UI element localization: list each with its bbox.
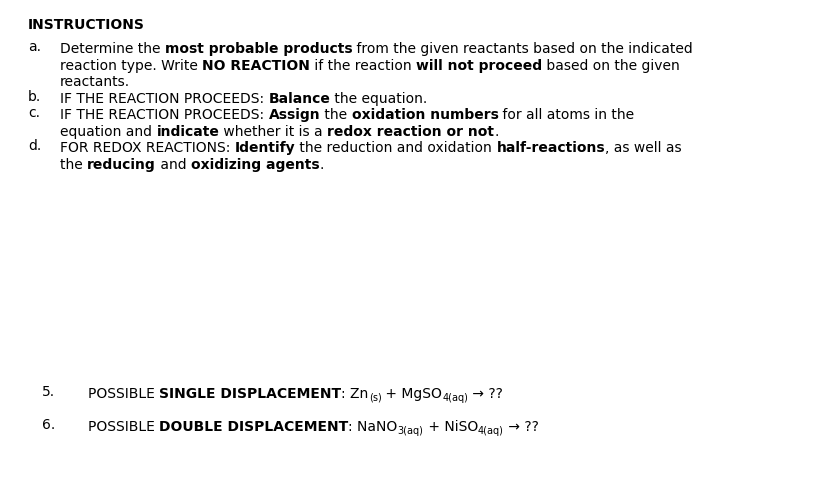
Text: based on the given: based on the given <box>543 59 680 73</box>
Text: the: the <box>320 108 351 122</box>
Text: c.: c. <box>28 106 40 120</box>
Text: .: . <box>319 158 324 172</box>
Text: → ??: → ?? <box>504 420 538 434</box>
Text: : Zn: : Zn <box>342 387 369 401</box>
Text: reducing: reducing <box>87 158 155 172</box>
Text: 3(aq): 3(aq) <box>398 426 423 436</box>
Text: IF THE REACTION PROCEEDS:: IF THE REACTION PROCEEDS: <box>60 92 269 106</box>
Text: IF THE REACTION PROCEEDS:: IF THE REACTION PROCEEDS: <box>60 108 269 122</box>
Text: indicate: indicate <box>156 125 219 139</box>
Text: POSSIBLE: POSSIBLE <box>88 387 160 401</box>
Text: SINGLE DISPLACEMENT: SINGLE DISPLACEMENT <box>160 387 342 401</box>
Text: POSSIBLE: POSSIBLE <box>88 420 160 434</box>
Text: oxidation numbers: oxidation numbers <box>351 108 499 122</box>
Text: most probable products: most probable products <box>165 42 352 56</box>
Text: , as well as: , as well as <box>605 141 681 155</box>
Text: NO REACTION: NO REACTION <box>203 59 310 73</box>
Text: b.: b. <box>28 90 41 104</box>
Text: : NaNO: : NaNO <box>348 420 398 434</box>
Text: for all atoms in the: for all atoms in the <box>499 108 634 122</box>
Text: half-reactions: half-reactions <box>496 141 605 155</box>
Text: reaction type. Write: reaction type. Write <box>60 59 203 73</box>
Text: Determine the: Determine the <box>60 42 165 56</box>
Text: oxidizing agents: oxidizing agents <box>191 158 319 172</box>
Text: the reduction and oxidation: the reduction and oxidation <box>295 141 496 155</box>
Text: from the given reactants based on the indicated: from the given reactants based on the in… <box>352 42 693 56</box>
Text: equation and: equation and <box>60 125 156 139</box>
Text: FOR REDOX REACTIONS:: FOR REDOX REACTIONS: <box>60 141 235 155</box>
Text: 5.: 5. <box>42 385 55 399</box>
Text: (s): (s) <box>369 393 381 403</box>
Text: Identify: Identify <box>235 141 295 155</box>
Text: if the reaction: if the reaction <box>310 59 416 73</box>
Text: reactants.: reactants. <box>60 75 130 89</box>
Text: the: the <box>60 158 87 172</box>
Text: → ??: → ?? <box>468 387 503 401</box>
Text: Balance: Balance <box>269 92 330 106</box>
Text: d.: d. <box>28 139 41 153</box>
Text: DOUBLE DISPLACEMENT: DOUBLE DISPLACEMENT <box>160 420 348 434</box>
Text: 6.: 6. <box>42 418 55 432</box>
Text: INSTRUCTIONS: INSTRUCTIONS <box>28 18 145 32</box>
Text: and: and <box>155 158 191 172</box>
Text: the equation.: the equation. <box>330 92 428 106</box>
Text: .: . <box>495 125 499 139</box>
Text: 4(aq): 4(aq) <box>478 426 504 436</box>
Text: + MgSO: + MgSO <box>381 387 442 401</box>
Text: 4(aq): 4(aq) <box>442 393 468 403</box>
Text: whether it is a: whether it is a <box>219 125 327 139</box>
Text: a.: a. <box>28 40 41 54</box>
Text: + NiSO: + NiSO <box>423 420 478 434</box>
Text: will not proceed: will not proceed <box>416 59 543 73</box>
Text: redox reaction or not: redox reaction or not <box>327 125 495 139</box>
Text: Assign: Assign <box>269 108 320 122</box>
